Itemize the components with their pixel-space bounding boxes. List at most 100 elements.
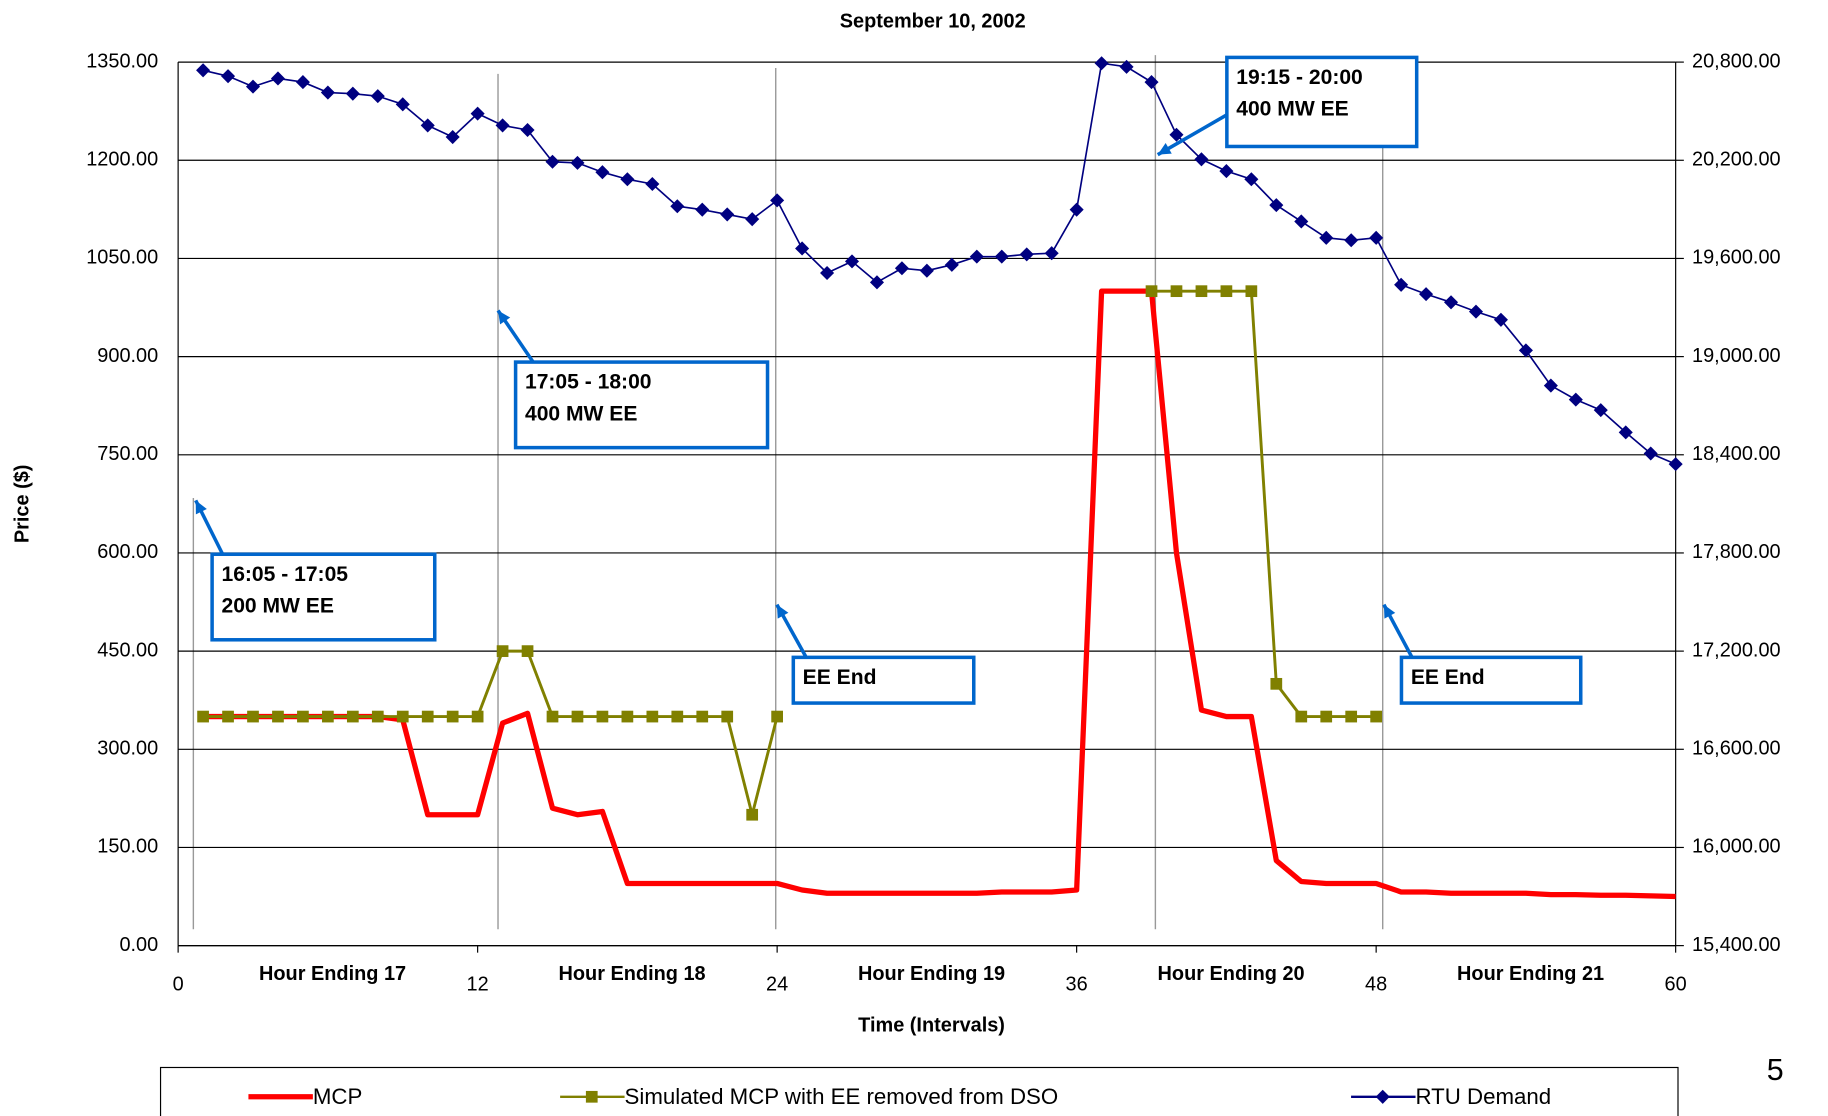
event-lines [192,55,1384,930]
point [770,193,785,208]
point [1220,285,1233,298]
point [445,130,460,145]
point [1144,75,1159,90]
point [1543,378,1558,393]
arrow-head [776,604,789,619]
point [396,710,409,723]
point [1019,247,1034,262]
point [1245,285,1258,298]
point [295,75,310,90]
annotation-box [1399,655,1583,705]
point [1194,152,1209,167]
point [771,710,783,723]
point [1369,230,1384,245]
x-group-label: Hour Ending 19 [858,963,1005,985]
point [520,122,535,138]
point [944,257,959,272]
point [1593,403,1608,418]
annotation-box [791,655,976,705]
legend: MCP Simulated MCP with EE removed from DS… [248,1084,1551,1109]
y2-tick-label: 17,200.00 [1692,639,1781,661]
point [496,645,509,657]
legend-label: RTU Demand [1416,1084,1552,1109]
point [222,710,234,723]
point [721,710,734,723]
point [869,275,885,290]
point [322,710,334,723]
point [546,710,559,723]
point [795,241,810,256]
x-tick-label: 12 [467,974,489,996]
point [1394,277,1409,292]
y2-tick-label: 18,400.00 [1692,443,1781,465]
point [270,71,285,86]
x-tick-label: 24 [766,974,788,996]
point [595,165,610,180]
point [696,710,709,723]
point [1320,710,1333,723]
point [1219,164,1234,179]
point [421,710,434,723]
arrow-head [498,310,511,325]
point [596,710,609,723]
arrow-head [195,500,207,515]
point [1270,677,1283,690]
page-number: 5 [1767,1053,1784,1087]
y-tick-label: 0.00 [119,934,158,956]
point [645,176,660,192]
x-group-label: Hour Ending 18 [559,963,706,985]
annotation-text: EE End [1411,666,1485,689]
point [746,808,759,821]
legend-marker [1375,1089,1390,1104]
annotation-box [1225,55,1419,149]
annotation-box [210,552,437,642]
point [470,106,485,121]
x-tick-label: 60 [1665,974,1687,996]
point [670,199,685,214]
point [1195,285,1208,298]
y-tick-label: 900.00 [97,345,158,367]
arrow-head [1383,604,1396,619]
point [1370,710,1383,723]
series-line [203,288,1676,900]
annotations: 16:05 - 17:05 200 MW EE 17:05 - 18:00 400 M… [194,55,1583,705]
point [720,207,735,222]
point [1419,287,1434,302]
legend-box [159,1066,1679,1116]
y2-tick-label: 19,000.00 [1692,345,1781,367]
point [345,86,360,101]
y2-tick-label: 16,000.00 [1692,836,1781,858]
point [621,710,634,723]
annotation-text: 16:05 - 17:05 [221,563,348,586]
point [1443,295,1459,310]
y-tick-label: 750.00 [97,443,158,465]
point [247,710,259,723]
point [646,710,659,723]
y-tick-label: 1350.00 [86,50,158,72]
y-tick-label: 450.00 [97,639,158,661]
x-group-label: Hour Ending 21 [1457,963,1604,985]
point [1345,710,1358,723]
x-tick-label: 0 [173,974,184,996]
plot-area: 0.00 150.00 300.00 450.00 600.00 750.00 900.00… [86,50,1780,995]
point [620,172,635,187]
point [1295,710,1308,723]
x-tick-label: 48 [1365,974,1387,996]
y-tick-label: 300.00 [97,738,158,760]
y-tick-label: 1200.00 [86,149,158,171]
y2-tick-label: 16,600.00 [1692,738,1781,760]
annotation-text: 17:05 - 18:00 [525,371,652,394]
point [346,710,359,723]
point [196,63,211,78]
y2-tick-label: 15,400.00 [1692,934,1781,956]
point [370,89,385,104]
y-tick-label: 600.00 [97,541,158,563]
point [1145,285,1158,298]
point [1244,172,1259,187]
annotation-text: 19:15 - 20:00 [1236,66,1363,89]
annotation-box [513,360,770,450]
point [197,710,209,723]
point [1468,304,1484,319]
point [1044,246,1059,261]
y-tick-label: 1050.00 [86,247,158,269]
